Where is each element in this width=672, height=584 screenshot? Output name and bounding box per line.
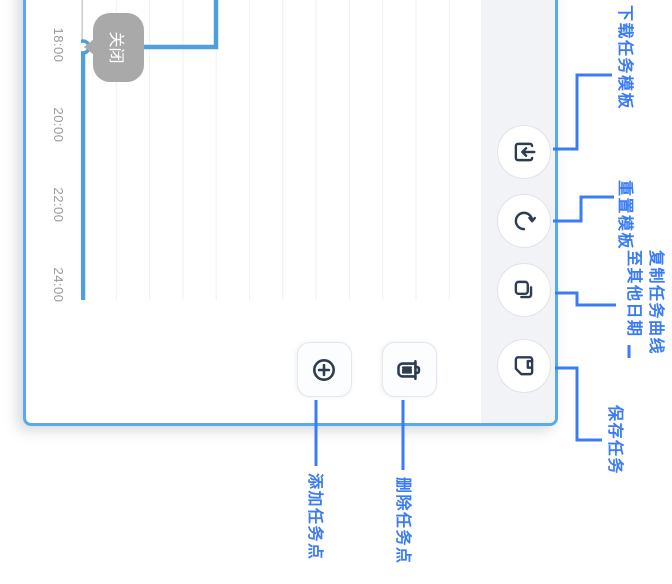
point-tooltip: 关闭 — [93, 13, 144, 82]
copy-icon — [511, 277, 537, 303]
annotation-copy-curve-line1: 复制任务曲线 — [647, 250, 664, 356]
copy-curve-button[interactable] — [497, 263, 551, 317]
annotation-copy-curve: 复制任务曲线 至其他日期 — [622, 250, 666, 355]
x-tick: 24:00 — [51, 267, 66, 303]
add-point-button[interactable] — [297, 342, 352, 397]
annotation-reset-template: 重置模板 — [616, 180, 633, 251]
delete-point-button[interactable] — [382, 342, 437, 397]
save-task-button[interactable] — [497, 339, 551, 393]
x-tick: 18:00 — [51, 27, 66, 63]
callout-save — [555, 366, 602, 442]
annotation-add-point: 添加任务点 — [306, 473, 323, 561]
callout-copy — [555, 291, 616, 307]
point-tooltip-label: 关闭 — [107, 31, 125, 64]
horizontal-gridlines — [115, 0, 450, 300]
callout-download — [553, 73, 612, 151]
trash-icon — [396, 356, 424, 384]
x-tick: 20:00 — [51, 107, 66, 143]
reset-template-button[interactable] — [497, 194, 551, 248]
annotation-download-template: 下载任务模板 — [616, 5, 633, 111]
download-icon — [511, 139, 537, 165]
task-step-curve — [81, 0, 219, 300]
save-icon — [511, 353, 537, 379]
reset-icon — [511, 208, 537, 234]
plus-circle-icon — [311, 356, 339, 384]
callout-reset — [553, 195, 614, 223]
annotation-copy-curve-line2: 至其他日期 — [625, 250, 642, 338]
x-tick: 22:00 — [51, 187, 66, 223]
annotation-delete-point: 删除任务点 — [394, 477, 411, 565]
annotation-save-task: 保存任务 — [606, 405, 623, 476]
download-template-button[interactable] — [497, 125, 551, 179]
